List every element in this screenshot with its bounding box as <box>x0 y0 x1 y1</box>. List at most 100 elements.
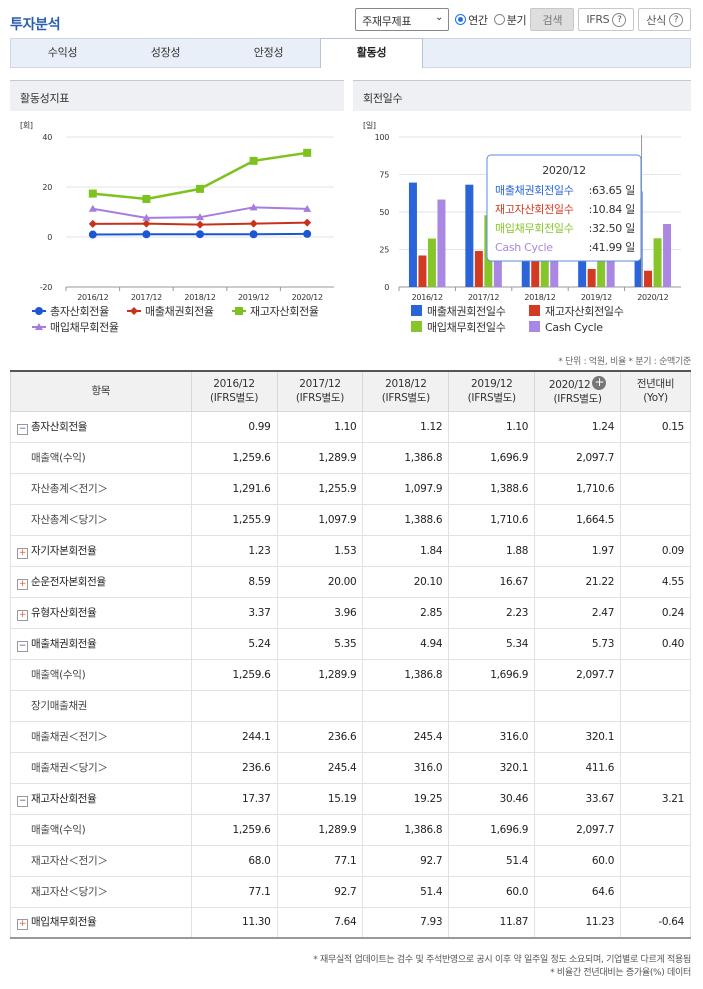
expand-columns-icon[interactable]: + <box>592 376 607 391</box>
table-cell: 1,097.9 <box>276 503 364 536</box>
data-point <box>303 229 312 238</box>
table-cell: 33.67 <box>534 782 622 815</box>
page-header: 투자분석 주재무제표 ⌄ 연간 분기 검색 IFRS ? 산식 ? <box>10 6 693 34</box>
ifrs-help-button[interactable]: IFRS ? <box>578 8 635 31</box>
analysis-tabs: 수익성 성장성 안정성 활동성 <box>10 38 691 68</box>
table-cell: 21.22 <box>534 565 622 598</box>
table-cell <box>276 689 364 722</box>
table-cell: 1,289.9 <box>276 441 364 474</box>
collapse-icon[interactable]: − <box>17 795 28 807</box>
bar <box>427 238 436 287</box>
tab-profitability[interactable]: 수익성 <box>47 46 78 59</box>
expand-icon[interactable]: + <box>17 578 28 590</box>
x-tick-label: 2018/12 <box>184 293 215 302</box>
tooltip-row-label: 매입채무회전일수 <box>495 221 574 235</box>
table-cell: 5.73 <box>534 627 622 660</box>
tooltip-box <box>486 154 642 262</box>
row-label-text: 매출액(수익) <box>31 669 86 681</box>
table-cell: 1,386.8 <box>362 813 450 846</box>
collapse-icon[interactable]: − <box>17 640 28 652</box>
tooltip-row-value: :41.99 일 <box>589 240 636 254</box>
header-period-label: 2018/12 <box>385 378 427 391</box>
yoy-cell <box>620 472 691 505</box>
collapse-icon[interactable]: − <box>17 423 28 435</box>
legend-label: 매입채무회전율 <box>50 321 119 334</box>
table-cell: 0.99 <box>190 410 278 443</box>
table-cell: 11.87 <box>448 906 536 939</box>
table-cell <box>362 689 450 722</box>
tooltip-row-value: :10.84 일 <box>589 202 636 216</box>
table-cell: 60.0 <box>534 844 622 877</box>
table-row: − 재고자산회전율 17.37 15.19 19.25 30.46 33.67 3.21 <box>10 782 691 815</box>
table-cell: 77.1 <box>276 844 364 877</box>
table-row: 매출채권＜전기＞ 244.1 236.6 245.4 316.0 320.1 <box>10 720 691 753</box>
tooltip-row-value: :63.65 일 <box>589 183 636 197</box>
table-row: 재고자산＜당기＞ 77.1 92.7 51.4 60.0 64.6 <box>10 875 691 908</box>
header-period-label: 2020/12 <box>548 379 591 392</box>
quarter-radio[interactable]: 분기 <box>493 12 527 28</box>
data-point <box>196 184 204 193</box>
row-label-text: 재고자산＜전기＞ <box>31 855 108 867</box>
tab-stability[interactable]: 안정성 <box>253 46 284 59</box>
formula-help-button[interactable]: 산식 ? <box>638 8 691 31</box>
row-label: + 유형자산회전율 <box>10 596 192 629</box>
table-cell: 8.59 <box>190 565 278 598</box>
bar <box>408 182 417 287</box>
filter-controls: 주재무제표 ⌄ 연간 분기 검색 IFRS ? 산식 ? <box>355 8 691 31</box>
tab-growth[interactable]: 성장성 <box>150 46 181 59</box>
row-label: 매출채권＜전기＞ <box>10 720 192 753</box>
x-tick-label: 2019/12 <box>581 293 612 302</box>
header-period: 2019/12 (IFRS별도) <box>448 370 536 412</box>
table-cell: 245.4 <box>362 720 450 753</box>
annual-radio[interactable]: 연간 <box>455 12 488 28</box>
annual-radio-label: 연간 <box>468 13 488 27</box>
header-period: 2018/12 (IFRS별도) <box>362 370 450 412</box>
y-tick-label: 75 <box>379 171 389 180</box>
row-label-text: 매출채권＜전기＞ <box>31 731 108 743</box>
chevron-down-icon: ⌄ <box>434 12 444 23</box>
table-row: 자산총계＜당기＞ 1,255.9 1,097.9 1,388.6 1,710.6 1,66… <box>10 503 691 536</box>
statement-type-select[interactable]: 주재무제표 ⌄ <box>355 8 450 31</box>
footnote-yoy: * 비율간 전년대비는 증가율(%) 데이터 <box>550 968 691 978</box>
legend-label: 총자산회전율 <box>50 305 109 318</box>
yoy-cell: -0.64 <box>620 906 691 939</box>
yoy-cell: 3.21 <box>620 782 691 815</box>
bar <box>437 199 446 287</box>
row-label: + 순운전자본회전율 <box>10 565 192 598</box>
data-point <box>196 213 204 221</box>
header-period-label: 2019/12 <box>470 378 513 391</box>
data-point <box>88 219 97 228</box>
table-cell: 2,097.7 <box>534 441 622 474</box>
y-unit-label: [회] <box>20 121 33 130</box>
header-basis: (IFRS별도) <box>381 392 431 405</box>
table-cell: 1.23 <box>190 534 278 567</box>
data-point <box>249 219 258 228</box>
data-point <box>249 156 258 165</box>
expand-icon[interactable]: + <box>17 609 28 621</box>
row-label-text: 재고자산＜당기＞ <box>31 886 108 898</box>
tab-activity[interactable]: 활동성 <box>320 38 423 68</box>
data-point <box>196 230 204 239</box>
legend-label: 매입채무회전일수 <box>427 320 506 334</box>
row-label-text: 장기매출채권 <box>31 700 88 712</box>
footnote-update: * 재무실적 업데이트는 검수 및 주석반영으로 공시 이후 약 일주일 정도 … <box>313 955 691 965</box>
table-cell: 11.23 <box>534 906 622 939</box>
table-cell: 11.30 <box>190 906 278 939</box>
search-button[interactable]: 검색 <box>530 8 575 31</box>
header-period: 2017/12 (IFRS별도) <box>276 370 364 412</box>
row-label-text: 자산총계＜전기＞ <box>31 483 108 495</box>
data-point <box>303 148 312 157</box>
header-period-label: 2016/12 <box>213 378 255 391</box>
bar <box>465 184 474 287</box>
yoy-cell: 0.09 <box>620 534 691 567</box>
expand-icon[interactable]: + <box>17 547 28 559</box>
data-point <box>88 189 97 198</box>
table-cell: 20.00 <box>276 565 364 598</box>
table-cell: 1,255.9 <box>190 503 278 536</box>
bar <box>653 238 662 287</box>
row-label-text: 매입채무회전율 <box>31 916 97 929</box>
expand-icon[interactable]: + <box>17 919 28 931</box>
x-tick-label: 2019/12 <box>238 293 269 302</box>
legend-label: Cash Cycle <box>545 321 603 334</box>
